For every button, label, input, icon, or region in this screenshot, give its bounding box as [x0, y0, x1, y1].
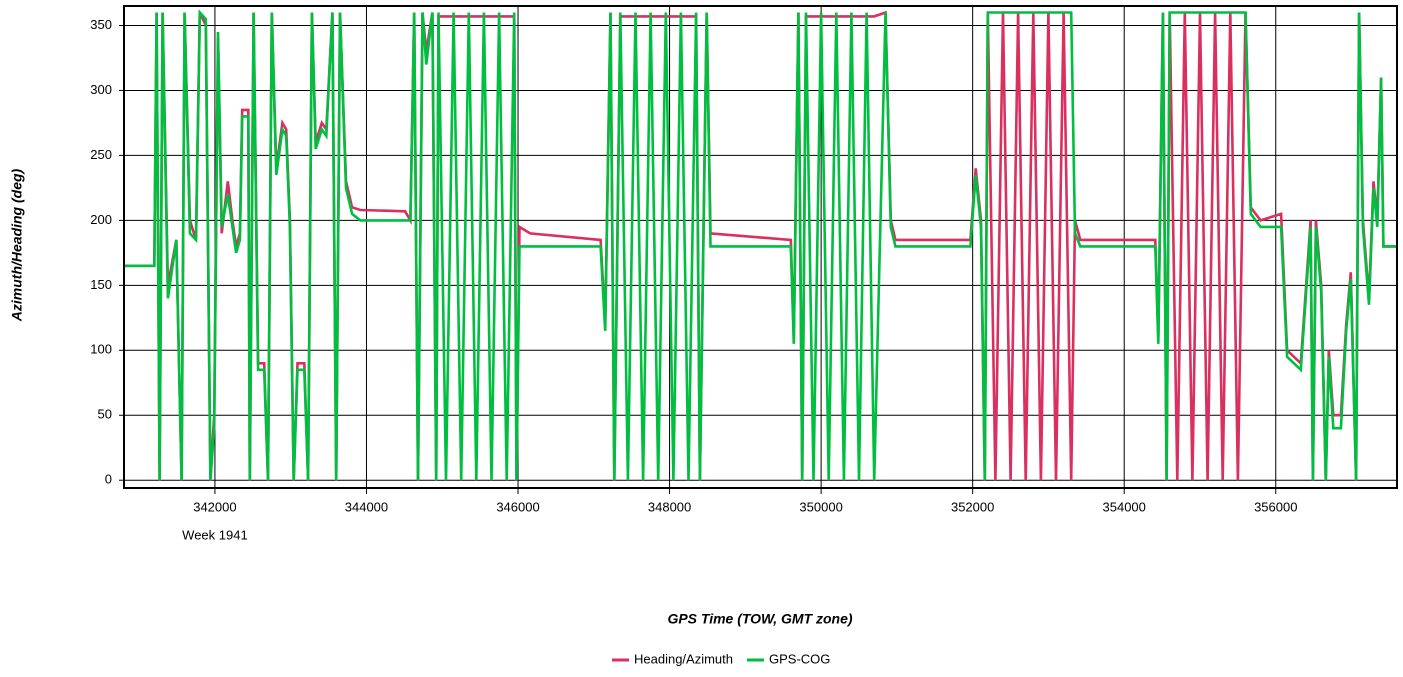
- y-tick-label: 150: [90, 277, 112, 292]
- y-tick-label: 350: [90, 17, 112, 32]
- y-axis-title: Azimuth/Heading (deg): [9, 168, 25, 322]
- x-tick-label: 348000: [648, 499, 691, 514]
- y-tick-label: 100: [90, 342, 112, 357]
- series-line: [124, 9, 1397, 481]
- legend-label: Heading/Azimuth: [634, 651, 733, 666]
- y-tick-label: 0: [105, 472, 112, 487]
- x-tick-label: 346000: [496, 499, 539, 514]
- x-annotation: Week 1941: [182, 527, 248, 542]
- y-tick-label: 300: [90, 82, 112, 97]
- x-tick-label: 352000: [951, 499, 994, 514]
- legend-label: GPS-COG: [769, 651, 830, 666]
- x-tick-label: 354000: [1103, 499, 1146, 514]
- y-tick-label: 250: [90, 147, 112, 162]
- x-tick-label: 342000: [193, 499, 236, 514]
- x-tick-label: 350000: [799, 499, 842, 514]
- plot-frame: [123, 5, 1398, 489]
- y-tick-label: 200: [90, 212, 112, 227]
- x-tick-label: 344000: [345, 499, 388, 514]
- x-tick-label: 356000: [1254, 499, 1297, 514]
- x-axis-title: GPS Time (TOW, GMT zone): [667, 611, 852, 627]
- y-tick-label: 50: [98, 407, 112, 422]
